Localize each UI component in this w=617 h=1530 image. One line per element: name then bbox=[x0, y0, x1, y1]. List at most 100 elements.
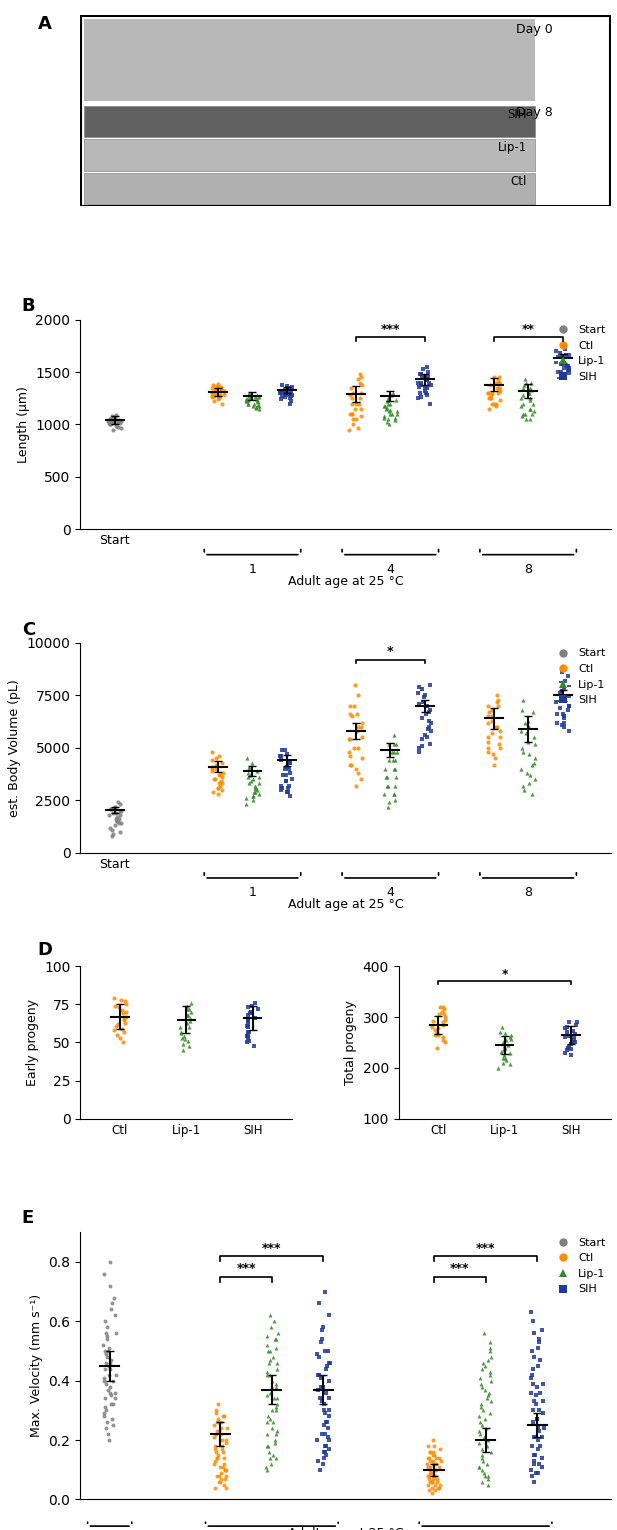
Point bbox=[211, 1440, 221, 1464]
Point bbox=[280, 378, 289, 402]
Point bbox=[533, 1336, 543, 1360]
Point bbox=[428, 1014, 437, 1039]
Point bbox=[280, 756, 290, 780]
Point bbox=[355, 386, 365, 410]
Point bbox=[178, 1031, 188, 1056]
Point bbox=[106, 407, 115, 431]
Point bbox=[317, 1389, 327, 1414]
Point bbox=[100, 1339, 110, 1363]
Text: ***: *** bbox=[262, 1241, 281, 1255]
Point bbox=[380, 393, 390, 418]
Point bbox=[102, 1345, 112, 1369]
Point bbox=[525, 763, 535, 788]
Point bbox=[436, 1449, 445, 1473]
Point bbox=[253, 392, 263, 416]
Point bbox=[117, 987, 126, 1011]
Point bbox=[210, 1412, 220, 1437]
Point bbox=[287, 767, 297, 791]
Point bbox=[242, 1024, 252, 1048]
Point bbox=[562, 1037, 572, 1062]
Point bbox=[321, 1411, 331, 1435]
Point bbox=[220, 1472, 230, 1496]
Point bbox=[553, 360, 563, 384]
Point bbox=[244, 381, 254, 405]
Point bbox=[215, 382, 225, 407]
Point bbox=[271, 1446, 281, 1470]
Point bbox=[529, 750, 539, 774]
Point bbox=[518, 773, 528, 797]
Point bbox=[249, 1033, 259, 1057]
Point bbox=[484, 1380, 494, 1405]
Point bbox=[115, 1025, 125, 1050]
Point bbox=[99, 1262, 109, 1287]
Point bbox=[265, 1408, 275, 1432]
Point bbox=[416, 372, 426, 396]
Point bbox=[526, 1365, 536, 1389]
Point bbox=[215, 1455, 225, 1480]
Point bbox=[383, 389, 392, 413]
Point bbox=[415, 381, 425, 405]
Point bbox=[526, 402, 536, 427]
Point bbox=[563, 664, 573, 688]
Point bbox=[323, 1339, 333, 1363]
Point bbox=[564, 343, 574, 367]
Point bbox=[486, 1440, 495, 1464]
Point bbox=[121, 1004, 131, 1028]
Text: C: C bbox=[22, 621, 35, 638]
Point bbox=[536, 1380, 545, 1405]
Point bbox=[212, 1446, 222, 1470]
Point bbox=[380, 756, 390, 780]
Point bbox=[534, 1330, 544, 1354]
Point bbox=[427, 1475, 437, 1499]
Point bbox=[320, 1446, 329, 1470]
Point bbox=[214, 763, 224, 788]
Point bbox=[262, 1411, 272, 1435]
Point bbox=[117, 998, 126, 1022]
Point bbox=[424, 1440, 434, 1464]
Point bbox=[353, 682, 363, 707]
Point bbox=[527, 1339, 537, 1363]
Point bbox=[221, 1427, 231, 1452]
Point bbox=[181, 1010, 191, 1034]
Point bbox=[386, 392, 395, 416]
Point bbox=[432, 1469, 442, 1493]
Point bbox=[560, 1040, 570, 1065]
Point bbox=[421, 382, 431, 407]
Point bbox=[346, 727, 355, 751]
Point bbox=[561, 1016, 571, 1040]
Point bbox=[101, 1320, 111, 1345]
Point bbox=[532, 1461, 542, 1486]
Point bbox=[349, 736, 359, 760]
Point bbox=[487, 382, 497, 407]
Point bbox=[431, 1458, 441, 1483]
Point bbox=[482, 1386, 492, 1411]
Point bbox=[350, 673, 360, 698]
Point bbox=[428, 1427, 438, 1452]
Point bbox=[102, 1411, 112, 1435]
Point bbox=[529, 1449, 539, 1473]
Point bbox=[551, 349, 561, 373]
Point bbox=[505, 1040, 515, 1065]
Text: Day 8: Day 8 bbox=[516, 106, 552, 119]
Point bbox=[566, 1031, 576, 1056]
Point bbox=[495, 736, 505, 760]
Point bbox=[423, 1463, 433, 1487]
Point bbox=[560, 337, 569, 361]
Point bbox=[245, 763, 255, 788]
Point bbox=[492, 715, 502, 739]
Point bbox=[109, 1017, 118, 1042]
Point bbox=[492, 381, 502, 405]
Point bbox=[537, 1446, 547, 1470]
Point bbox=[262, 1323, 272, 1348]
Point bbox=[313, 1449, 323, 1473]
Point bbox=[474, 1418, 484, 1443]
Point bbox=[352, 392, 362, 416]
Point bbox=[217, 1437, 226, 1461]
Point bbox=[325, 1304, 334, 1328]
Point bbox=[529, 1345, 539, 1369]
Point bbox=[347, 402, 357, 427]
Point bbox=[212, 1446, 222, 1470]
Point bbox=[416, 370, 426, 395]
Point bbox=[433, 1475, 442, 1499]
Point bbox=[499, 1030, 508, 1054]
